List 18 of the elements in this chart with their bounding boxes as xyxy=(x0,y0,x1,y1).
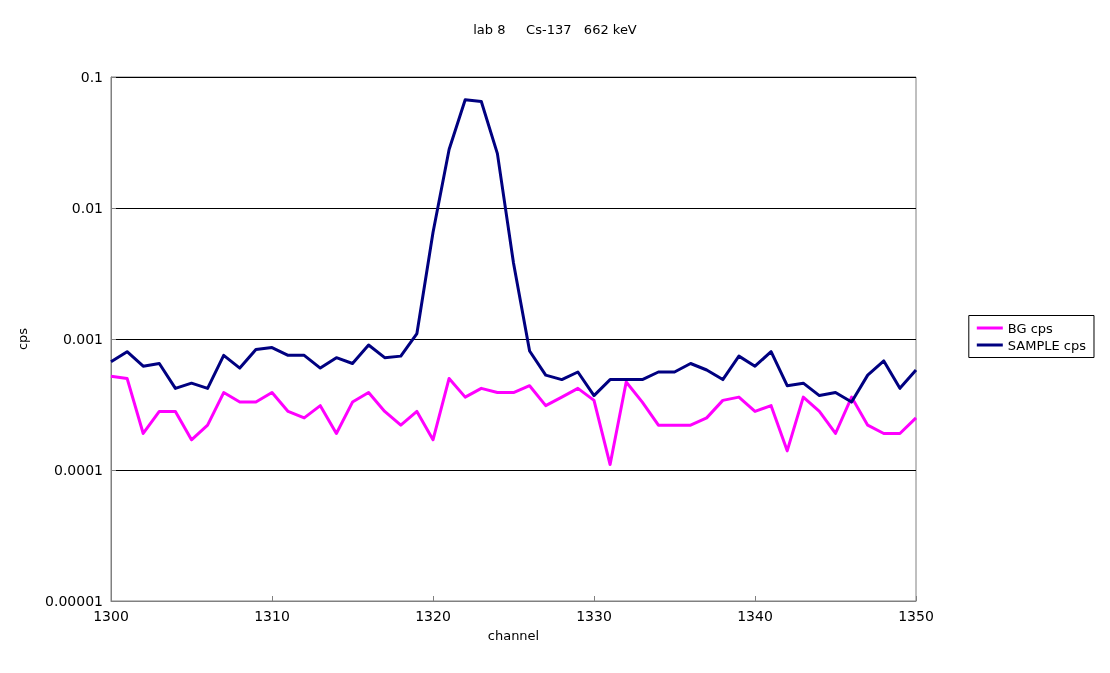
x-axis-title: channel xyxy=(487,628,540,643)
legend-label: BG cps xyxy=(1007,320,1054,336)
legend-label: SAMPLE cps xyxy=(1007,337,1087,353)
y-tick-label: 0.01 xyxy=(71,200,103,216)
y-tick-label: 0.001 xyxy=(62,331,103,347)
x-tick-label: 1340 xyxy=(737,608,773,624)
chart-title: lab 8 Cs-137 662 keV xyxy=(473,22,637,37)
y-axis-title: cps xyxy=(15,327,30,351)
line-series xyxy=(109,374,918,467)
x-tick-label: 1300 xyxy=(93,608,129,624)
y-tick-label: 0.1 xyxy=(80,69,103,85)
x-tick-label: 1330 xyxy=(576,608,612,624)
x-tick-label: 1320 xyxy=(415,608,451,624)
y-tick-label: 0.0001 xyxy=(54,462,103,478)
x-tick-label: 1350 xyxy=(898,608,934,624)
x-tick-label: 1310 xyxy=(254,608,290,624)
y-tick-label: 0.00001 xyxy=(45,593,103,609)
line-series xyxy=(109,98,918,404)
